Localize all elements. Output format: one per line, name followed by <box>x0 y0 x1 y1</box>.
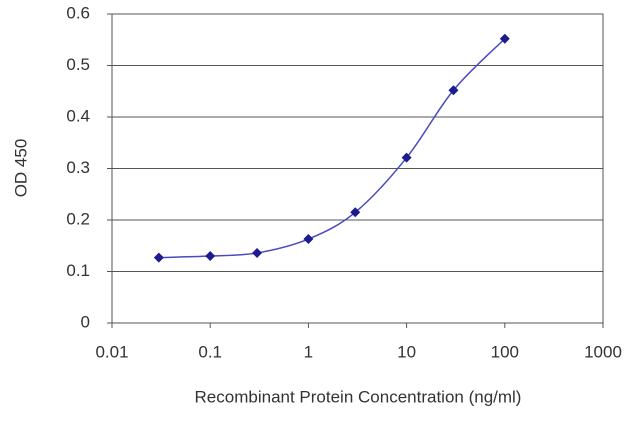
y-tick-label: 0.1 <box>66 261 90 280</box>
data-point <box>252 247 263 258</box>
data-point <box>153 252 164 263</box>
data-point <box>499 33 510 44</box>
y-tick-label: 0.5 <box>66 55 90 74</box>
y-tick-label: 0.3 <box>66 158 90 177</box>
data-point <box>448 85 459 96</box>
x-tick-label: 0.1 <box>198 342 222 361</box>
y-tick-label: 0.2 <box>66 209 90 228</box>
y-tick-label: 0.6 <box>66 3 90 22</box>
x-tick-label: 10 <box>397 342 416 361</box>
x-tick-label: 100 <box>491 342 519 361</box>
data-point <box>303 234 314 245</box>
y-axis-label: OD 450 <box>11 139 30 198</box>
series-line <box>158 38 506 259</box>
plot-frame <box>111 13 604 324</box>
data-point <box>205 251 216 262</box>
data-point <box>350 207 361 218</box>
x-axis-label: Recombinant Protein Concentration (ng/ml… <box>195 387 522 406</box>
x-tick-label: 1 <box>304 342 313 361</box>
y-tick-label: 0.4 <box>66 106 90 125</box>
data-point <box>401 152 412 163</box>
y-tick-label: 0 <box>81 312 90 331</box>
x-tick-label: 1000 <box>584 342 622 361</box>
x-tick-label: 0.01 <box>95 342 128 361</box>
